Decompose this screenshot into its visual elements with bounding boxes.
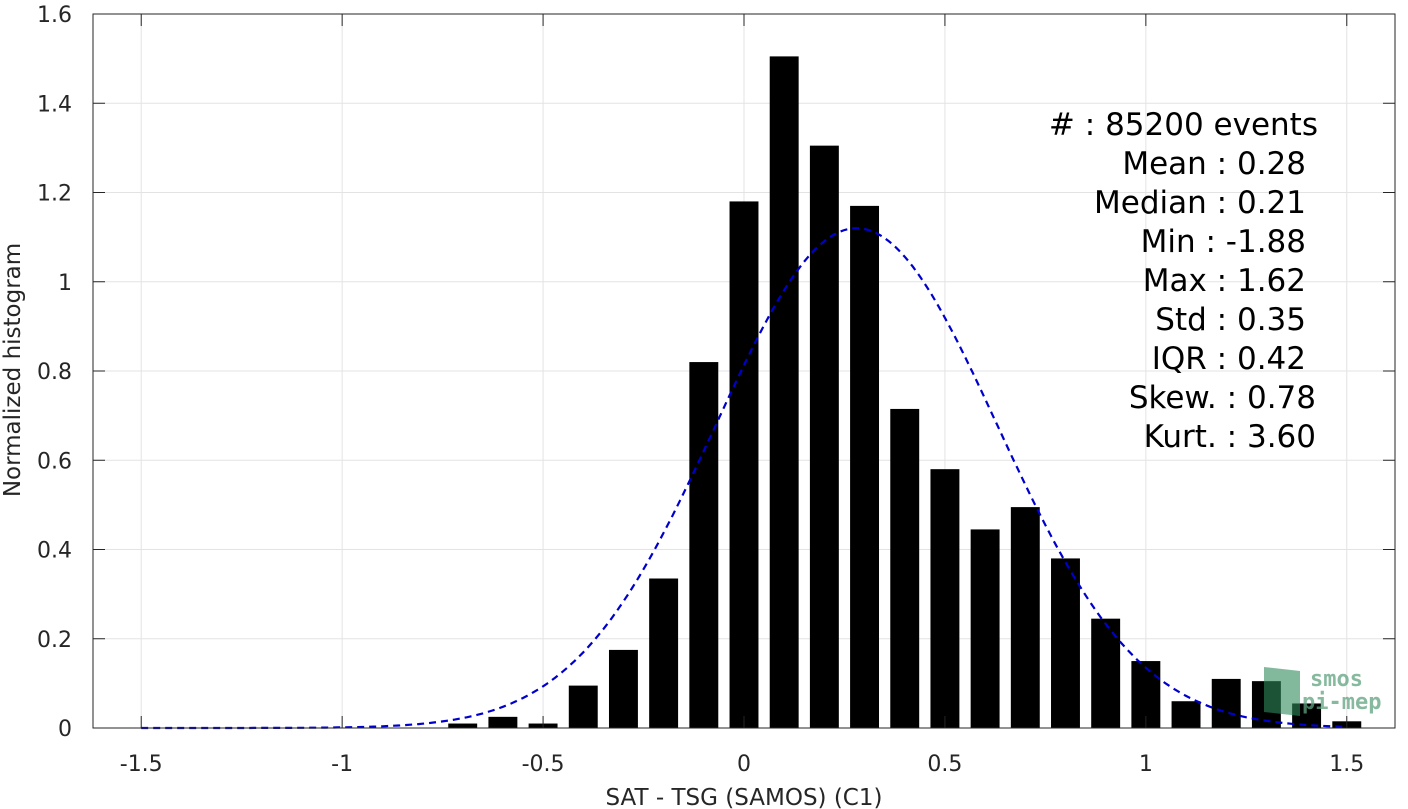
y-tick-label: 1 [58,271,72,296]
watermark-line2: pi-mep [1302,690,1381,715]
stats-sep: : [1227,419,1247,455]
axes-frame [92,13,1396,729]
stats-label: Median [1094,185,1217,221]
stats-label: IQR [1152,341,1217,377]
watermark-line1: smos [1310,667,1363,692]
y-tick-label: 0.2 [37,628,72,653]
stats-sep: : [1217,146,1237,182]
stats-value: 1.62 [1237,263,1306,299]
stats-label: Mean [1122,146,1216,182]
x-tick-label: -1 [331,752,353,777]
histogram-bar [1010,507,1040,728]
stats-sep: : [1217,302,1237,338]
histogram-bar [689,362,719,728]
histogram-bar [608,649,638,728]
stats-label: Std [1155,302,1216,338]
stats-value: 3.60 [1247,419,1316,455]
stats-value: -1.88 [1226,224,1306,260]
stats-line: Mean : 0.28 [1122,146,1306,182]
histogram-bar [809,145,839,729]
x-tick-label: 0.5 [927,752,962,777]
stats-sep: : [1217,263,1237,299]
x-tick-labels: -1.5 -1 -0.5 0 0.5 1 1.5 [120,752,1365,777]
stats-sep: : [1205,224,1225,260]
y-tick-label: 0 [58,717,72,742]
stats-sep: : [1217,185,1237,221]
histogram-bar [970,529,1000,728]
stats-value: 0.42 [1237,341,1306,377]
histogram-bar [1051,558,1080,728]
stats-line: Kurt. : 3.60 [1144,419,1316,455]
histogram-bar [850,205,880,728]
stats-line: Std : 0.35 [1155,302,1306,338]
stats-line: Min : -1.88 [1141,224,1306,260]
histogram-bar [769,56,799,729]
stats-label: Kurt. [1144,419,1227,455]
histogram-bars [448,56,1362,729]
y-tick-label: 0.8 [37,360,72,385]
histogram-bar [890,408,920,728]
y-tick-labels: 0 0.2 0.4 0.6 0.8 1 1.2 1.4 1.6 [37,3,72,742]
stats-sep: : [1227,380,1247,416]
x-tick-label: 0 [737,752,751,777]
stats-line: Median : 0.21 [1094,185,1306,221]
stats-label: Skew. [1129,380,1227,416]
stats-value: 0.28 [1237,146,1306,182]
y-tick-label: 1.2 [37,182,72,207]
stats-line: Skew. : 0.78 [1129,380,1316,416]
histogram-bar [488,716,518,728]
x-axis-label: SAT - TSG (SAMOS) (C1) [606,785,883,809]
y-tick-label: 0.4 [37,539,72,564]
histogram-bar [448,723,478,728]
y-tick-label: 1.6 [37,3,72,28]
stats-sep: : [1085,107,1105,143]
stats-value: 0.21 [1237,185,1306,221]
stats-label: # [1049,107,1085,143]
stats-sep: : [1217,341,1237,377]
stats-line: # : 85200 events [1049,107,1318,143]
stats-line: Max : 1.62 [1143,263,1306,299]
fit-line [141,227,1347,730]
y-axis-label: Normalized histogram [0,243,26,497]
histogram-bar [1171,701,1201,728]
stats-value: 0.78 [1247,380,1316,416]
x-tick-label: -0.5 [522,752,565,777]
histogram-bar [649,578,679,728]
stats-value: 85200 events [1105,107,1318,143]
histogram-bar [729,201,759,729]
stats-label: Max [1143,263,1217,299]
stats-value: 0.35 [1237,302,1306,338]
normal-fit-curve [141,227,1347,730]
stats-line: IQR : 0.42 [1152,341,1306,377]
logo-mark-icon [1264,667,1300,716]
x-tick-label: -1.5 [120,752,163,777]
stats-label: Min [1141,224,1206,260]
histogram-bar [568,685,598,728]
x-tick-label: 1 [1139,752,1153,777]
histogram-bar [930,469,960,728]
y-tick-label: 1.4 [37,92,72,117]
smos-pimep-logo: smos pi-mep [1264,667,1381,716]
histogram-bar [1211,678,1241,728]
y-tick-label: 0.6 [37,449,72,474]
x-tick-label: 1.5 [1329,752,1364,777]
